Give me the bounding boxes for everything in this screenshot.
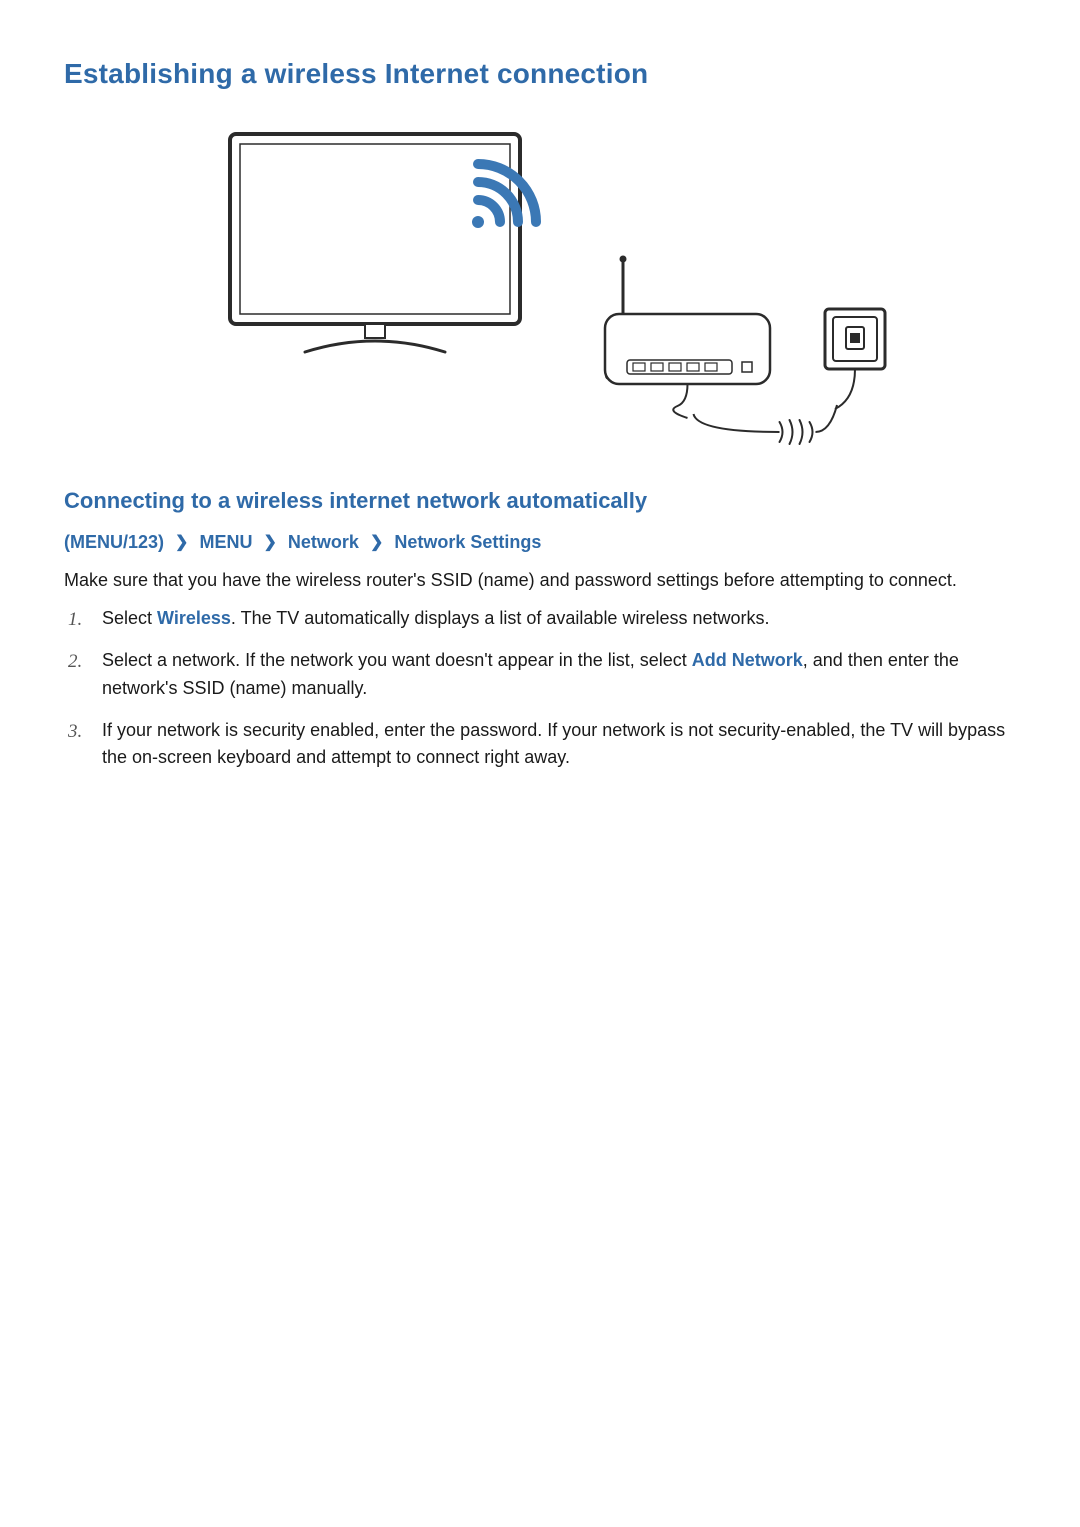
nav-item-3: Network — [288, 532, 359, 552]
page-title: Establishing a wireless Internet connect… — [64, 58, 1016, 90]
intro-paragraph: Make sure that you have the wireless rou… — [64, 567, 1016, 595]
step-text-post: . The TV automatically displays a list o… — [231, 608, 770, 628]
step-item: Select Wireless. The TV automatically di… — [92, 605, 1016, 633]
section-title: Connecting to a wireless internet networ… — [64, 488, 1016, 514]
step-text-pre: If your network is security enabled, ent… — [102, 720, 1005, 768]
step-text-pre: Select — [102, 608, 157, 628]
nav-item-1: MENU/123 — [70, 532, 158, 552]
nav-item-2: MENU — [199, 532, 252, 552]
menu-path: (MENU/123) ❯ MENU ❯ Network ❯ Network Se… — [64, 532, 1016, 553]
step-text-pre: Select a network. If the network you wan… — [102, 650, 692, 670]
nav-sep-1: ❯ — [169, 534, 194, 551]
step-item: If your network is security enabled, ent… — [92, 717, 1016, 773]
steps-list: Select Wireless. The TV automatically di… — [64, 605, 1016, 772]
connection-diagram — [64, 114, 1016, 454]
step-item: Select a network. If the network you wan… — [92, 647, 1016, 703]
nav-item-4: Network Settings — [394, 532, 541, 552]
nav-close-paren: ) — [158, 532, 164, 552]
step-keyword: Wireless — [157, 608, 231, 628]
step-keyword: Add Network — [692, 650, 803, 670]
nav-sep-3: ❯ — [364, 534, 389, 551]
nav-sep-2: ❯ — [257, 534, 282, 551]
